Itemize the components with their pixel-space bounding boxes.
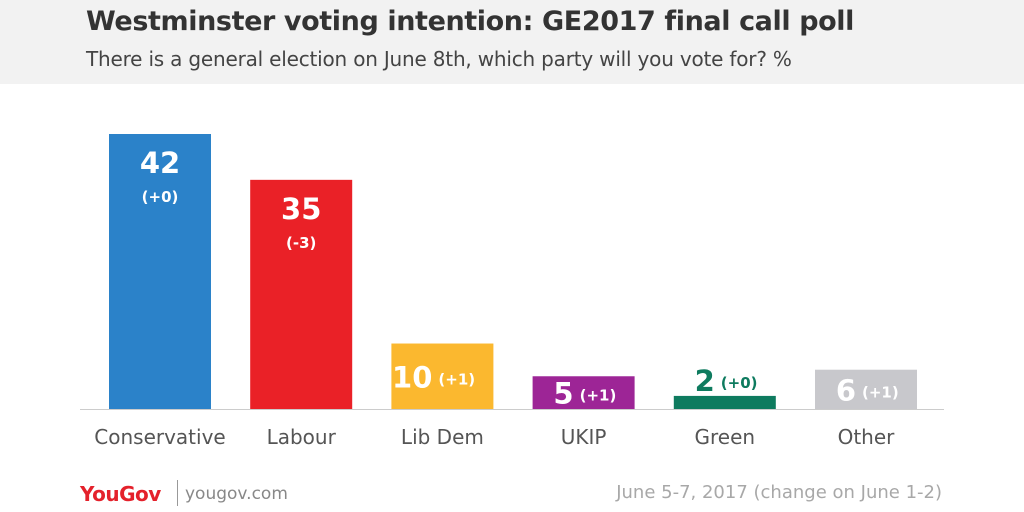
- value-label-conservative: 42: [140, 146, 180, 180]
- category-label-conservative: Conservative: [94, 425, 225, 449]
- chart-title: Westminster voting intention: GE2017 fin…: [86, 6, 855, 37]
- change-label-conservative: (+0): [142, 188, 179, 206]
- bar-labour: [250, 179, 353, 409]
- category-label-labour: Labour: [267, 425, 337, 449]
- value-label-ukip: 5: [553, 377, 573, 411]
- header-band: Westminster voting intention: GE2017 fin…: [0, 0, 1024, 84]
- value-label-labour: 35: [281, 192, 321, 226]
- value-label-lib-dem: 10: [392, 360, 432, 394]
- category-label-ukip: UKIP: [561, 425, 607, 449]
- chart-subtitle: There is a general election on June 8th,…: [86, 47, 792, 71]
- value-label-other: 6: [836, 373, 856, 407]
- bar-ukip: [532, 376, 635, 409]
- bar-lib-dem: [391, 343, 494, 409]
- footer-divider: [177, 480, 178, 506]
- change-label-labour: (-3): [286, 234, 316, 252]
- value-label-green: 2: [695, 364, 715, 398]
- change-label-green: (+0): [721, 374, 758, 392]
- bar-conservative: [109, 134, 211, 409]
- change-label-ukip: (+1): [580, 387, 617, 405]
- yougov-logo: YouGov: [80, 482, 161, 506]
- category-label-green: Green: [695, 425, 756, 449]
- category-label-lib-dem: Lib Dem: [401, 425, 484, 449]
- bar-other: [815, 369, 917, 409]
- change-label-other: (+1): [862, 383, 899, 401]
- change-label-lib-dem: (+1): [438, 370, 475, 388]
- category-label-other: Other: [838, 425, 896, 449]
- footer-url[interactable]: yougov.com: [185, 484, 288, 504]
- footer-date-note: June 5-7, 2017 (change on June 1-2): [616, 482, 942, 503]
- bar-green: [673, 395, 776, 409]
